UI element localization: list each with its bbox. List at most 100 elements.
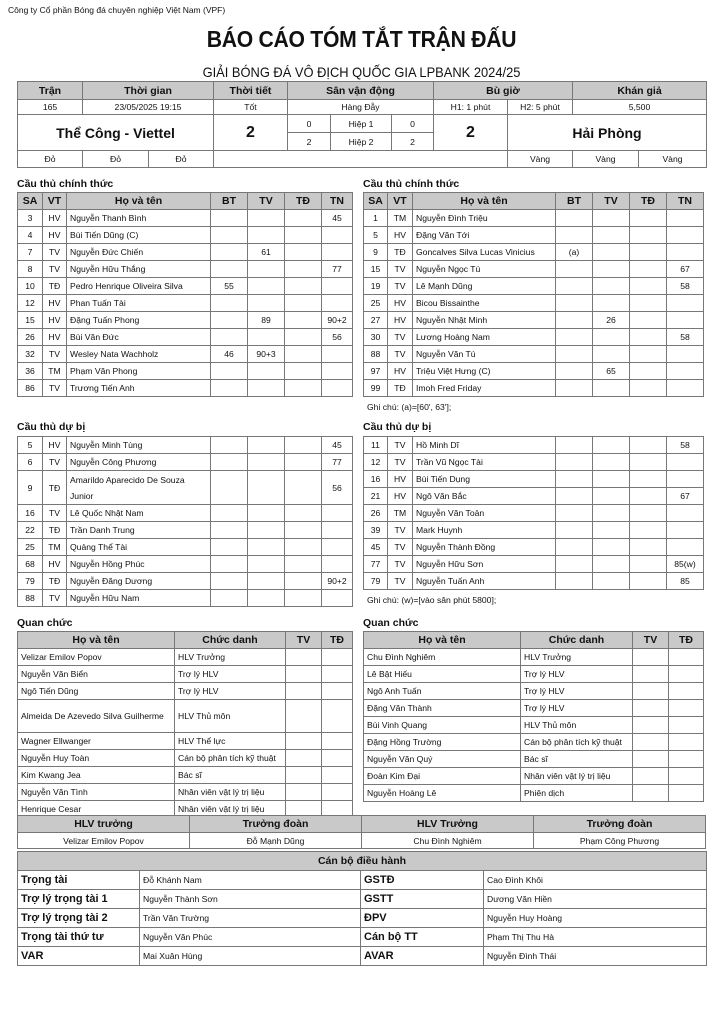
- substitution: [666, 362, 704, 380]
- half1-away: 0: [391, 114, 434, 133]
- away-subs-table: 11 TV Hồ Minh Dĩ 58 12 TV Trần Vũ Ngọc Tài 16 HV…: [363, 436, 704, 590]
- header-yellow-card: TV: [285, 631, 322, 649]
- header-official-role: Chức danh: [520, 631, 633, 649]
- referee-row: Trợ lý trọng tài 2 Trần Văn Trường ĐPV Nguy…: [17, 908, 708, 928]
- goals: [210, 260, 248, 278]
- goals: [555, 521, 593, 539]
- home-subs-table: 5 HV Nguyễn Minh Tùng 45 6 TV Nguyễn Công Phươ…: [17, 436, 353, 607]
- substitution: [321, 538, 353, 556]
- shirt-number: 9: [17, 470, 43, 505]
- goals: [210, 555, 248, 573]
- official-role: Cán bộ phân tích kỹ thuật: [174, 749, 286, 767]
- red-card: [629, 209, 667, 227]
- away-subs-note: Ghi chú: (w)=[vào sân phút 5800];: [367, 595, 497, 605]
- official-name: Kim Kwang Jea: [17, 766, 175, 784]
- goals: [210, 243, 248, 261]
- official-role: Trợ lý HLV: [520, 699, 633, 717]
- referee-name: Phạm Thị Thu Hà: [482, 927, 708, 947]
- home-subs-title: Cầu thủ dự bị: [17, 421, 86, 433]
- red-card: [284, 277, 322, 295]
- home-color-socks: Đỏ: [148, 150, 214, 168]
- player-row: 21 HV Ngô Văn Bắc 67: [363, 487, 704, 505]
- player-row: 5 HV Nguyễn Minh Tùng 45: [17, 436, 353, 454]
- red-card: [629, 470, 667, 488]
- referee-name: Nguyễn Thành Sơn: [139, 889, 361, 909]
- home-color-shorts: Đỏ: [82, 150, 149, 168]
- shirt-number: 16: [363, 470, 388, 488]
- player-name: Bicou Bissainthe: [412, 294, 556, 312]
- away-starters-note: Ghi chú: (a)=[60', 63'];: [367, 402, 452, 412]
- red-card: [668, 665, 704, 683]
- position: HV: [42, 328, 67, 346]
- red-card: [629, 243, 667, 261]
- yellow-card: [592, 470, 630, 488]
- player-row: 9 TĐ Goncalves Silva Lucas Vinicius (a): [363, 243, 704, 261]
- player-row: 8 TV Nguyễn Hữu Thắng 77: [17, 260, 353, 278]
- referee-name: Đỗ Khánh Nam: [139, 870, 361, 890]
- substitution: 45: [321, 436, 353, 454]
- player-row: 16 HV Bùi Tiến Dụng: [363, 470, 704, 488]
- yellow-card: [285, 648, 322, 666]
- player-name: Phạm Văn Phong: [66, 362, 211, 380]
- official-role: HLV Trưởng: [520, 648, 633, 666]
- player-name: Nguyễn Nhật Minh: [412, 311, 556, 329]
- yellow-card: [247, 209, 285, 227]
- goals: [555, 504, 593, 522]
- header-attendance: Khán giả: [572, 81, 707, 100]
- referee-role: Trọng tài thứ tư: [17, 927, 140, 947]
- away-subs-title: Cầu thủ dự bị: [363, 421, 432, 433]
- substitution: [666, 379, 704, 397]
- goals: [555, 379, 593, 397]
- position: TV: [42, 345, 67, 363]
- goals: [555, 311, 593, 329]
- official-role: Bác sĩ: [174, 766, 286, 784]
- referee-row: Trọng tài Đỗ Khánh Nam GSTĐ Cao Đình Khôi: [17, 870, 708, 890]
- position: TV: [387, 345, 413, 363]
- shirt-number: 16: [17, 504, 43, 522]
- home-coach: Velizar Emilov Popov: [17, 832, 190, 849]
- red-card: [284, 209, 322, 227]
- red-card: [668, 733, 704, 751]
- substitution: [321, 294, 353, 312]
- yellow-card: [247, 538, 285, 556]
- away-starters-title: Cầu thủ chính thức: [363, 178, 460, 190]
- header-home-manager: Trưởng đoàn: [189, 815, 362, 833]
- player-row: 6 TV Nguyễn Công Phương 77: [17, 453, 353, 471]
- shirt-number: 36: [17, 362, 43, 380]
- yellow-card: [247, 470, 285, 505]
- red-card: [668, 767, 704, 785]
- position: TV: [387, 277, 413, 295]
- yellow-card: [247, 226, 285, 244]
- player-name: Quảng Thể Tài: [66, 538, 211, 556]
- yellow-card: 89: [247, 311, 285, 329]
- shirt-number: 8: [17, 260, 43, 278]
- position: HV: [42, 226, 67, 244]
- player-name: Nguyễn Hữu Nam: [66, 589, 211, 607]
- player-name: Lê Mạnh Dũng: [412, 277, 556, 295]
- position: TĐ: [42, 521, 67, 539]
- position: TV: [42, 379, 67, 397]
- player-row: 7 TV Nguyễn Đức Chiến 61: [17, 243, 353, 261]
- player-name: Nguyễn Thành Đồng: [412, 538, 556, 556]
- official-row: Nguyễn Văn Quý Bác sĩ: [363, 750, 704, 768]
- player-name: Amarildo Aparecido De Souza Junior: [66, 470, 211, 505]
- red-card: [629, 504, 667, 522]
- player-row: 9 TĐ Amarildo Aparecido De Souza Junior 56: [17, 470, 353, 505]
- away-score: 2: [433, 114, 508, 151]
- header-shirt-number: SA: [363, 192, 388, 210]
- substitution: 67: [666, 260, 704, 278]
- team-leaders-table: HLV trưởng Trưởng đoàn HLV Trưởng Trưởng…: [17, 815, 706, 849]
- referee-row: VAR Mai Xuân Hùng AVAR Nguyễn Đình Thái: [17, 946, 708, 966]
- player-name: Nguyễn Hồng Phúc: [66, 555, 211, 573]
- substitution: [321, 362, 353, 380]
- substitution: 45: [321, 209, 353, 227]
- official-row: Bùi Vinh Quang HLV Thủ môn: [363, 716, 704, 734]
- official-name: Lê Bật Hiếu: [363, 665, 521, 683]
- yellow-card: [592, 328, 630, 346]
- shirt-number: 39: [363, 521, 388, 539]
- position: HV: [387, 470, 413, 488]
- half2-label: Hiệp 2: [330, 132, 392, 151]
- position: TV: [387, 328, 413, 346]
- goals: [210, 504, 248, 522]
- player-name: Bùi Tiến Dụng: [412, 470, 556, 488]
